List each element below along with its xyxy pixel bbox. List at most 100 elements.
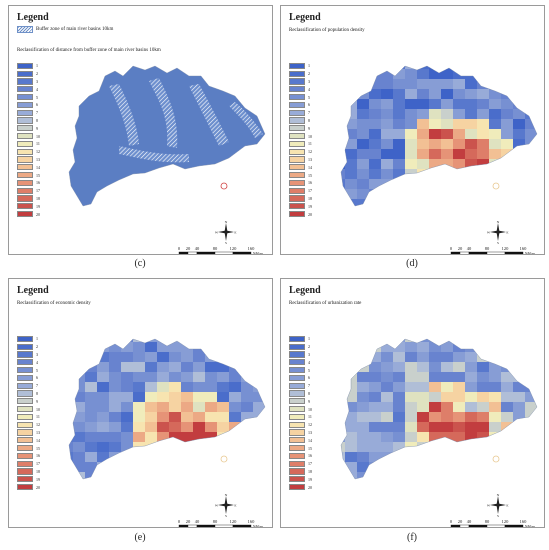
- legend-class-row: 13: [289, 156, 312, 164]
- legend-class-row: 16: [17, 452, 40, 460]
- scale-segment: [214, 524, 234, 527]
- county-cell: [477, 442, 490, 453]
- county-cell: [109, 362, 122, 373]
- legend-class-label: 19: [36, 203, 40, 209]
- county-cell: [69, 352, 74, 363]
- county-cell: [181, 352, 194, 363]
- county-cell: [357, 412, 370, 423]
- county-cell: [417, 372, 430, 383]
- county-cell: [465, 69, 478, 80]
- county-cell: [525, 149, 537, 160]
- legend-swatch: [17, 460, 33, 467]
- legend-class-label: 6: [36, 375, 38, 381]
- legend-swatch: [17, 382, 33, 389]
- legend-class-row: 17: [17, 187, 40, 195]
- legend-class-label: 19: [308, 203, 312, 209]
- island-marker: [220, 455, 228, 463]
- county-cell: [357, 342, 370, 353]
- county-cell: [85, 432, 98, 443]
- county-cell: [357, 352, 370, 363]
- county-cell: [501, 109, 514, 120]
- county-cell: [169, 422, 182, 433]
- county-cell: [341, 139, 346, 150]
- county-cell: [341, 79, 346, 90]
- county-cell: [193, 472, 206, 479]
- legend-subtitle: Reclassification of urbanization rate: [289, 301, 362, 306]
- county-cell: [453, 79, 466, 90]
- county-cell: [441, 199, 454, 206]
- county-cell: [229, 372, 242, 383]
- county-cell: [441, 342, 454, 353]
- county-cell: [193, 462, 206, 473]
- legend-swatch: [17, 343, 33, 350]
- county-cell: [357, 382, 370, 393]
- legend-swatch: [289, 195, 305, 202]
- scale-tick-label: 160: [248, 519, 256, 524]
- legend-class-label: 15: [36, 445, 40, 451]
- county-cell: [357, 139, 370, 150]
- county-cell: [85, 339, 98, 343]
- legend-class-row: 16: [17, 179, 40, 187]
- county-cell: [465, 199, 478, 206]
- county-cell: [513, 69, 526, 80]
- county-cell: [453, 159, 466, 170]
- map-panel-c: Legend Buffer zone of main river basins …: [8, 5, 273, 255]
- scale-segment: [468, 524, 488, 527]
- county-cell: [501, 179, 514, 190]
- county-cell: [453, 119, 466, 130]
- county-cell: [489, 66, 502, 70]
- county-cell: [253, 402, 265, 413]
- county-cell: [345, 66, 358, 70]
- county-cell: [417, 89, 430, 100]
- scale-unit: Miles: [253, 524, 263, 528]
- county-cell: [85, 422, 98, 433]
- county-cell: [341, 382, 346, 393]
- legend-swatch: [289, 483, 305, 491]
- county-cell: [381, 422, 394, 433]
- county-cell: [85, 462, 98, 473]
- county-cell: [341, 89, 346, 100]
- county-cell: [69, 372, 74, 383]
- scale-tick-label: 20: [186, 246, 191, 251]
- county-cell: [453, 109, 466, 120]
- county-cell: [489, 149, 502, 160]
- county-cell: [501, 372, 514, 383]
- county-cell: [217, 392, 230, 403]
- county-cell: [489, 129, 502, 140]
- county-cell: [501, 382, 514, 393]
- legend-swatch: [17, 164, 33, 171]
- county-cell: [429, 382, 442, 393]
- compass-label: S: [497, 514, 499, 517]
- county-cell: [241, 362, 254, 373]
- county-cell: [369, 69, 382, 80]
- scale-segment: [504, 524, 524, 527]
- county-cell: [145, 339, 158, 343]
- county-cell: [345, 109, 358, 120]
- county-cell: [453, 402, 466, 413]
- county-cell: [169, 339, 182, 343]
- county-cell: [193, 339, 206, 343]
- county-cell: [169, 452, 182, 463]
- scale-segment: [214, 251, 234, 254]
- county-cell: [489, 69, 502, 80]
- county-cell: [345, 462, 358, 473]
- county-cell: [85, 452, 98, 463]
- county-cell: [109, 472, 122, 479]
- county-cell: [181, 362, 194, 373]
- county-cell: [465, 149, 478, 160]
- county-cell: [477, 179, 490, 190]
- county-cell: [417, 412, 430, 423]
- legend-class-label: 19: [308, 476, 312, 482]
- county-cell: [393, 109, 406, 120]
- county-cell: [441, 129, 454, 140]
- legend-swatch: [289, 70, 305, 77]
- legend-swatch: [289, 109, 305, 116]
- county-cell: [477, 169, 490, 180]
- legend-swatch: [289, 187, 305, 194]
- legend-class-label: 13: [308, 429, 312, 435]
- legend-swatch: [289, 148, 305, 155]
- county-cell: [253, 472, 265, 479]
- legend-class-row: 16: [289, 452, 312, 460]
- county-cell: [345, 79, 358, 90]
- county-cell: [121, 442, 134, 453]
